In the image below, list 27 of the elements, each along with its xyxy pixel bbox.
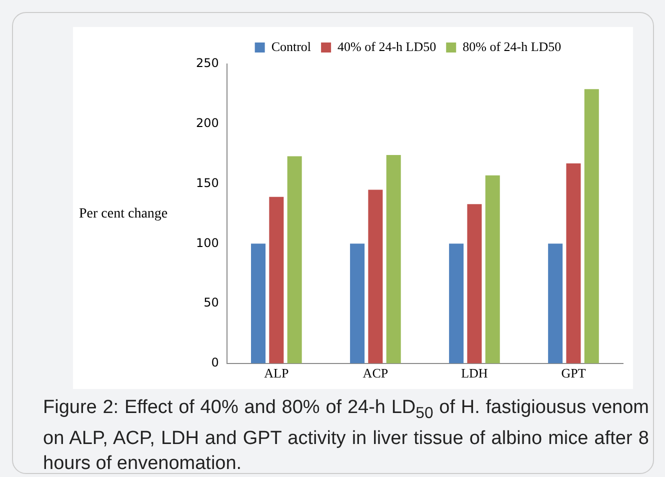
bar xyxy=(449,244,464,364)
y-tick-label: 0 xyxy=(211,356,219,370)
x-tick-label: LDH xyxy=(461,366,488,381)
y-tick-label: 100 xyxy=(196,236,219,250)
bar xyxy=(548,244,563,364)
legend-label: 40% of 24-h LD50 xyxy=(338,38,436,54)
y-tick-label: 200 xyxy=(196,116,219,130)
bar xyxy=(269,196,284,364)
legend-label: 80% of 24-h LD50 xyxy=(462,38,562,54)
bar xyxy=(251,244,266,364)
caption: Figure 2: Effect of 40% and 80% of 24-h LD$_{50}$ of H. fastigiousus venom on ALP, ACP, LDH and GPT activity in liver tissue of albino mice after 8 hours of envenomation. xyxy=(43,396,649,476)
bar xyxy=(566,163,581,364)
y-tick-label: 250 xyxy=(196,56,219,70)
bar xyxy=(368,190,383,364)
bar xyxy=(350,244,365,364)
bar xyxy=(287,156,302,364)
bar xyxy=(485,175,500,364)
bar xyxy=(467,204,482,364)
x-tick-label: ACP xyxy=(362,366,388,381)
legend-label: Control xyxy=(271,38,312,54)
y-tick-label: 50 xyxy=(204,296,219,310)
y-tick-label: 150 xyxy=(196,176,219,190)
bar xyxy=(386,155,401,364)
x-tick-label: ALP xyxy=(264,366,289,381)
y-axis-title: Per cent change xyxy=(79,206,168,222)
x-tick-label: GPT xyxy=(561,366,586,381)
bar xyxy=(584,89,599,364)
